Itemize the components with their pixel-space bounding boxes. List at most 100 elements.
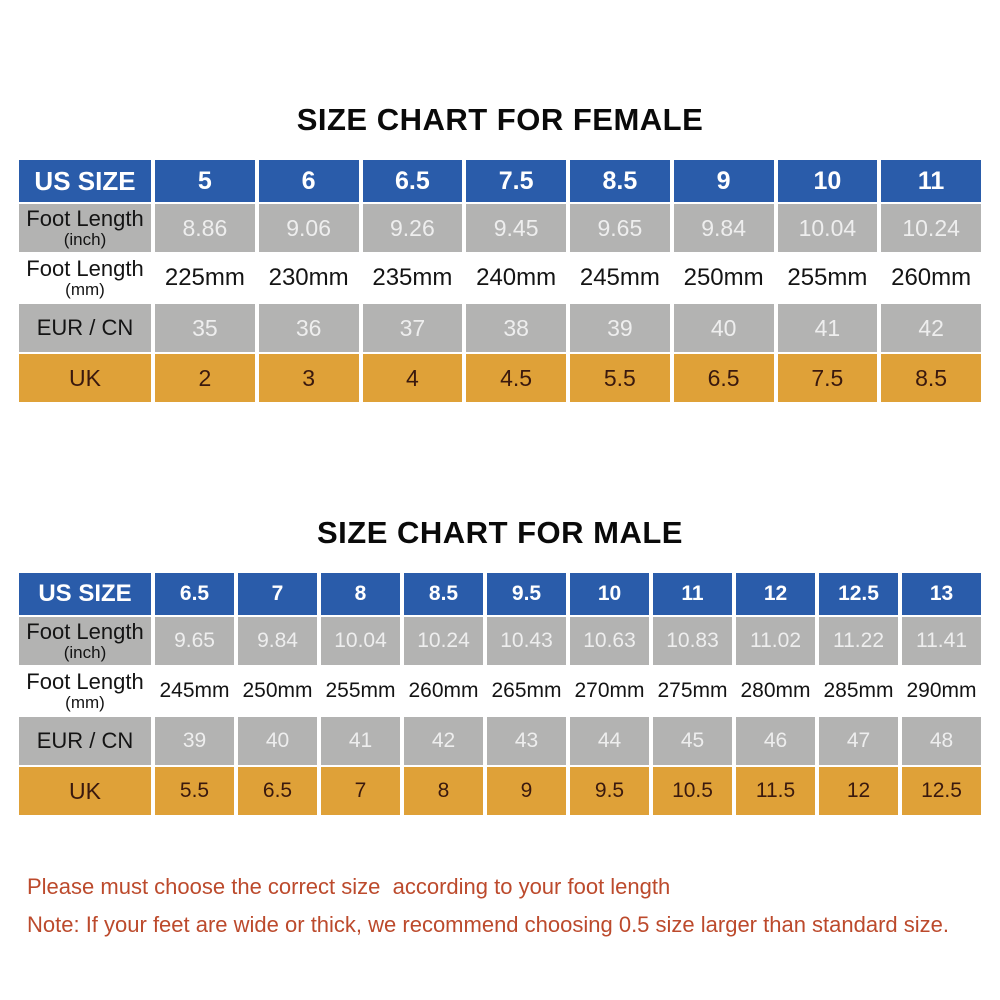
female-size-table: US SIZE 5 6 6.5 7.5 8.5 9 10 11 Foot Length (inch)… <box>15 158 985 404</box>
uk-row: UK 2 3 4 4.5 5.5 6.5 7.5 8.5 <box>19 354 981 402</box>
eur-cn-value: 40 <box>238 717 317 765</box>
eur-cn-value: 40 <box>673 304 774 352</box>
uk-value: 5.5 <box>155 767 234 815</box>
us-size-value: 11 <box>653 573 732 615</box>
us-size-value: 6.5 <box>155 573 234 615</box>
us-size-value: 10 <box>570 573 649 615</box>
uk-value: 6.5 <box>673 354 774 402</box>
us-size-value: 9.5 <box>487 573 566 615</box>
eur-cn-value: 35 <box>155 304 255 352</box>
foot-length-mm-value: 250mm <box>238 667 317 715</box>
foot-length-mm-value: 260mm <box>881 254 981 302</box>
us-size-value: 13 <box>902 573 981 615</box>
foot-length-mm-value: 260mm <box>404 667 483 715</box>
foot-length-mm-value: 290mm <box>902 667 981 715</box>
us-size-value: 10 <box>777 160 878 202</box>
foot-length-inch-value: 10.04 <box>777 204 878 252</box>
uk-value: 8 <box>404 767 483 815</box>
us-size-header-row: US SIZE 5 6 6.5 7.5 8.5 9 10 11 <box>19 160 981 202</box>
us-size-value: 6.5 <box>362 160 463 202</box>
uk-value: 4 <box>362 354 463 402</box>
eur-cn-value: 43 <box>487 717 566 765</box>
uk-value: 7.5 <box>777 354 878 402</box>
eur-cn-row: EUR / CN 39 40 41 42 43 44 45 46 47 48 <box>19 717 981 765</box>
foot-length-inch-value: 8.86 <box>155 204 255 252</box>
us-size-value: 9 <box>673 160 774 202</box>
uk-value: 4.5 <box>466 354 566 402</box>
us-size-value: 8 <box>321 573 400 615</box>
uk-value: 12 <box>819 767 898 815</box>
foot-length-inch-value: 9.84 <box>673 204 774 252</box>
eur-cn-value: 42 <box>881 304 981 352</box>
female-chart-title: SIZE CHART FOR FEMALE <box>296 102 704 137</box>
uk-value: 9 <box>487 767 566 815</box>
eur-cn-value: 42 <box>404 717 483 765</box>
uk-value: 6.5 <box>238 767 317 815</box>
foot-length-mm-value: 245mm <box>570 254 670 302</box>
foot-length-mm-value: 275mm <box>653 667 732 715</box>
note-wide-feet-recommendation: Note: If your feet are wide or thick, we… <box>27 912 950 937</box>
foot-length-mm-value: 235mm <box>362 254 463 302</box>
uk-label: UK <box>19 767 151 815</box>
foot-length-mm-sublabel: (mm) <box>65 693 105 712</box>
foot-length-mm-row: Foot Length (mm) 225mm 230mm 235mm 240mm 245mm… <box>19 254 981 302</box>
uk-value: 12.5 <box>902 767 981 815</box>
eur-cn-value: 39 <box>155 717 234 765</box>
us-size-value: 8.5 <box>570 160 670 202</box>
us-size-value: 12.5 <box>819 573 898 615</box>
foot-length-inch-value: 10.83 <box>653 617 732 665</box>
foot-length-inch-value: 10.24 <box>404 617 483 665</box>
foot-length-mm-row: Foot Length (mm) 245mm 250mm 255mm 260mm 265mm… <box>19 667 981 715</box>
male-size-table: US SIZE 6.5 7 8 8.5 9.5 10 11 12 12.5 13 Foot Lengt… <box>15 571 985 817</box>
foot-length-mm-value: 240mm <box>466 254 566 302</box>
foot-length-inch-value: 9.65 <box>570 204 670 252</box>
foot-length-inch-row: Foot Length (inch) 8.86 9.06 9.26 9.45 9.65 9.8… <box>19 204 981 252</box>
foot-length-inch-value: 10.43 <box>487 617 566 665</box>
uk-value: 5.5 <box>570 354 670 402</box>
foot-length-inch-value: 9.06 <box>258 204 359 252</box>
foot-length-mm-value: 280mm <box>736 667 815 715</box>
foot-length-mm-label: Foot Length (mm) <box>19 254 151 302</box>
eur-cn-value: 45 <box>653 717 732 765</box>
uk-label: UK <box>19 354 151 402</box>
us-size-value: 7.5 <box>466 160 566 202</box>
eur-cn-value: 41 <box>321 717 400 765</box>
eur-cn-value: 37 <box>362 304 463 352</box>
eur-cn-value: 41 <box>777 304 878 352</box>
foot-length-mm-value: 255mm <box>321 667 400 715</box>
foot-length-mm-value: 225mm <box>155 254 255 302</box>
foot-length-inch-value: 9.45 <box>466 204 566 252</box>
foot-length-inch-value: 9.84 <box>238 617 317 665</box>
eur-cn-value: 48 <box>902 717 981 765</box>
foot-length-inch-row: Foot Length (inch) 9.65 9.84 10.04 10.24 10.43… <box>19 617 981 665</box>
us-size-header-row: US SIZE 6.5 7 8 8.5 9.5 10 11 12 12.5 13 <box>19 573 981 615</box>
foot-length-mm-value: 285mm <box>819 667 898 715</box>
us-size-value: 8.5 <box>404 573 483 615</box>
foot-length-mm-sublabel: (mm) <box>65 280 105 299</box>
foot-length-inch-label: Foot Length (inch) <box>19 617 151 665</box>
uk-value: 11.5 <box>736 767 815 815</box>
eur-cn-value: 36 <box>258 304 359 352</box>
uk-value: 10.5 <box>653 767 732 815</box>
us-size-header-label: US SIZE <box>19 573 151 615</box>
foot-length-inch-value: 9.26 <box>362 204 463 252</box>
us-size-value: 12 <box>736 573 815 615</box>
eur-cn-label: EUR / CN <box>19 717 151 765</box>
foot-length-inch-value: 10.24 <box>881 204 981 252</box>
foot-length-mm-value: 270mm <box>570 667 649 715</box>
uk-row: UK 5.5 6.5 7 8 9 9.5 10.5 11.5 12 12.5 <box>19 767 981 815</box>
eur-cn-value: 47 <box>819 717 898 765</box>
foot-length-inch-sublabel: (inch) <box>63 230 107 249</box>
foot-length-mm-value: 250mm <box>673 254 774 302</box>
us-size-value: 5 <box>155 160 255 202</box>
foot-length-inch-value: 11.22 <box>819 617 898 665</box>
eur-cn-value: 44 <box>570 717 649 765</box>
uk-value: 8.5 <box>881 354 981 402</box>
foot-length-inch-value: 9.65 <box>155 617 234 665</box>
us-size-header-label: US SIZE <box>19 160 151 202</box>
male-chart-title: SIZE CHART FOR MALE <box>317 515 683 550</box>
foot-length-mm-value: 230mm <box>258 254 359 302</box>
foot-length-inch-value: 11.41 <box>902 617 981 665</box>
footnotes: Please must choose the correct size acco… <box>0 868 1000 944</box>
